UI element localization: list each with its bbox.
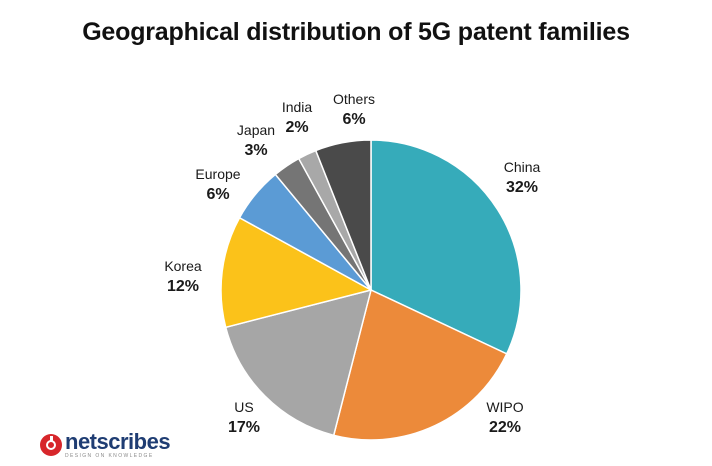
slice-value-china: 32% [506,179,538,196]
slice-label-japan: Japan [237,122,275,138]
slice-label-others: Others [333,91,375,107]
slice-label-india: India [282,99,313,115]
slice-value-wipo: 22% [489,419,521,436]
pie-slice-us [224,288,373,437]
logo-tagline: DESIGN ON KNOWLEDGE [65,453,154,459]
slice-label-china: China [504,159,541,175]
slice-value-others: 6% [342,111,365,128]
logo-wordmark: netscribes [65,429,171,454]
slice-label-us: US [234,399,253,415]
slice-value-korea: 12% [167,278,199,295]
slice-label-korea: Korea [164,258,202,274]
slice-value-us: 17% [228,419,260,436]
slice-label-europe: Europe [195,166,240,182]
slice-label-wipo: WIPO [486,399,523,415]
slice-value-india: 2% [285,119,308,136]
slice-value-europe: 6% [206,186,229,203]
chart-title: Geographical distribution of 5G patent f… [82,18,630,46]
slice-value-japan: 3% [244,142,267,159]
pie-slice-china [370,139,522,355]
logo-mark-icon [40,434,62,456]
pie-slice-korea [220,216,374,329]
netscribes-logo: netscribes DESIGN ON KNOWLEDGE [40,429,171,460]
pie-slice-others [314,139,372,291]
pie-slice-wipo [332,288,508,441]
